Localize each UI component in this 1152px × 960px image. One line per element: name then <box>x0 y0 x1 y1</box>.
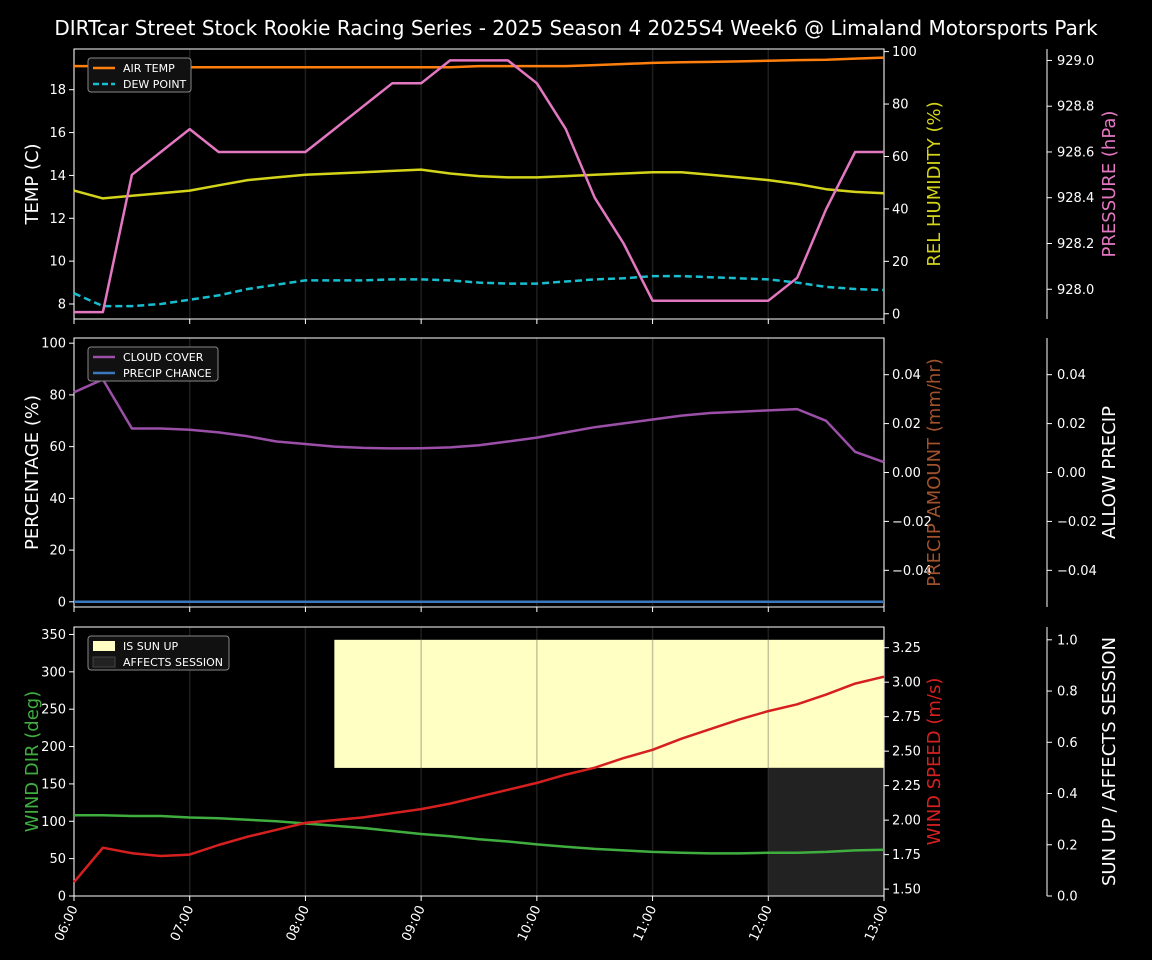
far-right-tick-label: 0.02 <box>1057 417 1086 432</box>
left-tick-label: 40 <box>49 492 66 507</box>
panel-temperature-plot-area <box>74 49 884 319</box>
legend-swatch <box>92 656 116 668</box>
left-tick-label: 0 <box>58 890 66 905</box>
far-right-tick-label: 929.0 <box>1057 54 1094 69</box>
far-right-tick-label: 1.0 <box>1057 633 1078 648</box>
right-tick-label: −0.02 <box>892 515 932 530</box>
right-tick-label: 0.02 <box>892 417 921 432</box>
panel-temperature-left-axis-label: TEMP (C) <box>22 143 43 225</box>
left-tick-label: 10 <box>49 255 66 270</box>
panel-wind_sun-left-axis-label: WIND DIR (deg) <box>22 691 43 833</box>
left-tick-label: 300 <box>41 665 66 680</box>
left-tick-label: 18 <box>49 83 66 98</box>
right-tick-label: 1.50 <box>892 883 921 898</box>
right-tick-label: 2.00 <box>892 814 921 829</box>
legend-entry: CLOUD COVER <box>123 351 204 364</box>
right-tick-label: 20 <box>892 255 909 270</box>
x-tick-label: 13:00 <box>862 903 891 943</box>
far-right-tick-label: 0.00 <box>1057 466 1086 481</box>
right-tick-label: 0 <box>892 307 900 322</box>
panel-temperature-right-axis-label: REL HUMIDITY (%) <box>924 101 945 266</box>
panel-clouds_precip-right-axis-label: PRECIP AMOUNT (mm/hr) <box>924 358 945 587</box>
panel-temperature-frame <box>73 48 885 320</box>
far-right-tick-label: 0.4 <box>1057 787 1078 802</box>
legend-entry: AIR TEMP <box>123 62 175 75</box>
right-tick-label: 80 <box>892 98 909 113</box>
x-tick-label: 10:00 <box>515 903 544 943</box>
left-tick-label: 350 <box>41 628 66 643</box>
far-right-tick-label: 928.8 <box>1057 100 1094 115</box>
panel-clouds_precip-far-right-axis-label: ALLOW PRECIP <box>1099 406 1120 539</box>
far-right-tick-label: 928.4 <box>1057 191 1094 206</box>
far-right-tick-label: 0.0 <box>1057 890 1078 905</box>
panel-temperature-far-right-axis-label: PRESSURE (hPa) <box>1099 111 1120 258</box>
dew-point-line <box>73 274 885 308</box>
panel-clouds_precip-legend <box>87 346 219 382</box>
right-tick-label: 0.00 <box>892 466 921 481</box>
right-tick-label: 60 <box>892 150 909 165</box>
left-tick-label: 150 <box>41 777 66 792</box>
humidity-line <box>73 168 885 200</box>
far-right-tick-label: 928.2 <box>1057 237 1094 252</box>
far-right-tick-label: 928.6 <box>1057 145 1094 160</box>
left-tick-label: 16 <box>49 126 66 141</box>
far-right-tick-label: 0.8 <box>1057 685 1078 700</box>
right-tick-label: 0.04 <box>892 368 921 383</box>
right-tick-label: −0.04 <box>892 564 932 579</box>
right-tick-label: 3.25 <box>892 641 921 656</box>
far-right-tick-label: −0.04 <box>1057 564 1097 579</box>
chart-title: DIRTcar Street Stock Rookie Racing Serie… <box>54 16 1098 40</box>
band-affects-session <box>768 767 884 896</box>
wind-speed-line <box>73 675 885 884</box>
panel-wind_sun-frame <box>73 626 885 897</box>
right-tick-label: 2.75 <box>892 710 921 725</box>
wind-dir-line <box>74 814 885 855</box>
cloud-cover-line <box>73 378 885 464</box>
x-tick-label: 07:00 <box>168 903 197 943</box>
band-is-sun-up <box>334 639 884 768</box>
left-tick-label: 100 <box>41 337 66 352</box>
far-right-tick-label: 0.6 <box>1057 736 1078 751</box>
right-tick-label: 3.00 <box>892 676 921 691</box>
left-tick-label: 200 <box>41 740 66 755</box>
far-right-tick-label: −0.02 <box>1057 515 1097 530</box>
right-tick-label: 2.25 <box>892 779 921 794</box>
legend-entry: DEW POINT <box>123 78 187 91</box>
right-tick-label: 1.75 <box>892 848 921 863</box>
left-tick-label: 250 <box>41 703 66 718</box>
legend-entry: AFFECTS SESSION <box>123 656 223 669</box>
x-tick-label: 08:00 <box>284 903 313 943</box>
left-tick-label: 20 <box>49 544 66 559</box>
left-tick-label: 12 <box>49 212 66 227</box>
right-tick-label: 2.50 <box>892 745 921 760</box>
x-tick-label: 06:00 <box>52 903 81 943</box>
panel-wind_sun-far-right-axis-label: SUN UP / AFFECTS SESSION <box>1099 637 1120 886</box>
legend-swatch <box>93 641 115 651</box>
right-tick-label: 40 <box>892 202 909 217</box>
pressure-line <box>74 59 884 314</box>
panel-clouds_precip-left-axis-label: PERCENTAGE (%) <box>22 395 43 550</box>
left-tick-label: 0 <box>58 595 66 610</box>
panel-wind_sun-legend <box>87 635 230 671</box>
left-tick-label: 100 <box>41 815 66 830</box>
x-tick-label: 09:00 <box>399 903 428 943</box>
left-tick-label: 14 <box>49 169 66 184</box>
far-right-tick-label: 928.0 <box>1057 283 1094 298</box>
left-tick-label: 60 <box>49 440 66 455</box>
left-tick-label: 80 <box>49 388 66 403</box>
right-tick-label: 100 <box>892 45 917 60</box>
far-right-tick-label: 0.2 <box>1057 838 1078 853</box>
legend-entry: IS SUN UP <box>123 640 179 653</box>
left-tick-label: 8 <box>58 298 66 313</box>
legend-entry: PRECIP CHANCE <box>123 367 212 380</box>
air-temp-line <box>74 56 885 69</box>
x-tick-label: 11:00 <box>631 903 660 943</box>
left-tick-label: 50 <box>49 852 66 867</box>
panel-clouds_precip-plot-area <box>74 338 884 607</box>
panel-wind_sun-right-axis-label: WIND SPEED (m/s) <box>924 678 945 846</box>
x-tick-label: 12:00 <box>746 903 775 943</box>
far-right-tick-label: 0.04 <box>1057 368 1086 383</box>
